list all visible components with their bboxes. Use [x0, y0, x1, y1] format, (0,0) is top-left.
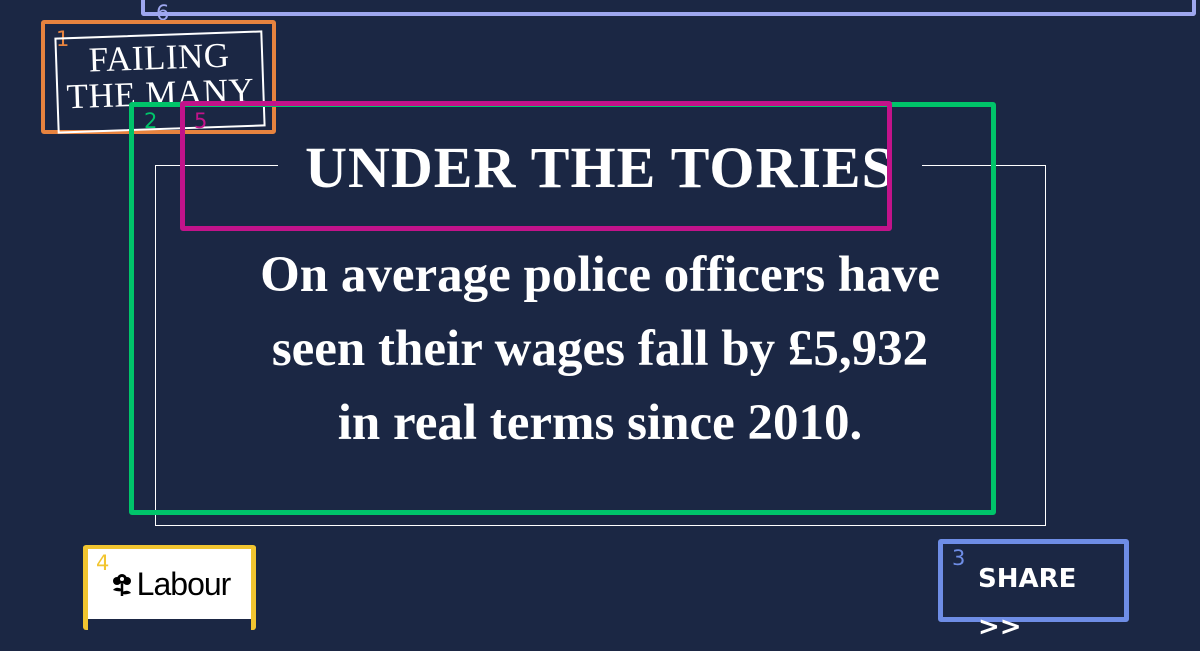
- headline-container: UNDER THE TORIES: [0, 132, 1200, 204]
- marker-1: 1: [56, 27, 70, 51]
- headline: UNDER THE TORIES: [278, 132, 922, 204]
- top-highlight-frame: [141, 0, 1196, 16]
- marker-2: 2: [144, 109, 158, 133]
- labour-logo[interactable]: Labour: [88, 549, 251, 619]
- marker-4: 4: [96, 551, 110, 575]
- labour-wordmark: Labour: [136, 565, 232, 602]
- share-highlight-frame: [938, 539, 1129, 622]
- statement-text: On average police officers have seen the…: [160, 238, 1040, 460]
- share-button[interactable]: SHARE >>: [968, 555, 1126, 642]
- stamp-highlight-frame: [41, 20, 276, 134]
- statement-line-3: in real terms since 2010.: [337, 395, 863, 451]
- marker-6: 6: [156, 1, 170, 25]
- headline-highlight-frame: [180, 101, 892, 231]
- marker-5: 5: [194, 109, 208, 133]
- logo-highlight-frame: [83, 545, 256, 630]
- statement-line-1: On average police officers have: [260, 247, 940, 303]
- statement-line-2: seen their wages fall by £5,932: [271, 321, 929, 377]
- marker-3: 3: [952, 546, 966, 570]
- rose-icon: [112, 574, 131, 596]
